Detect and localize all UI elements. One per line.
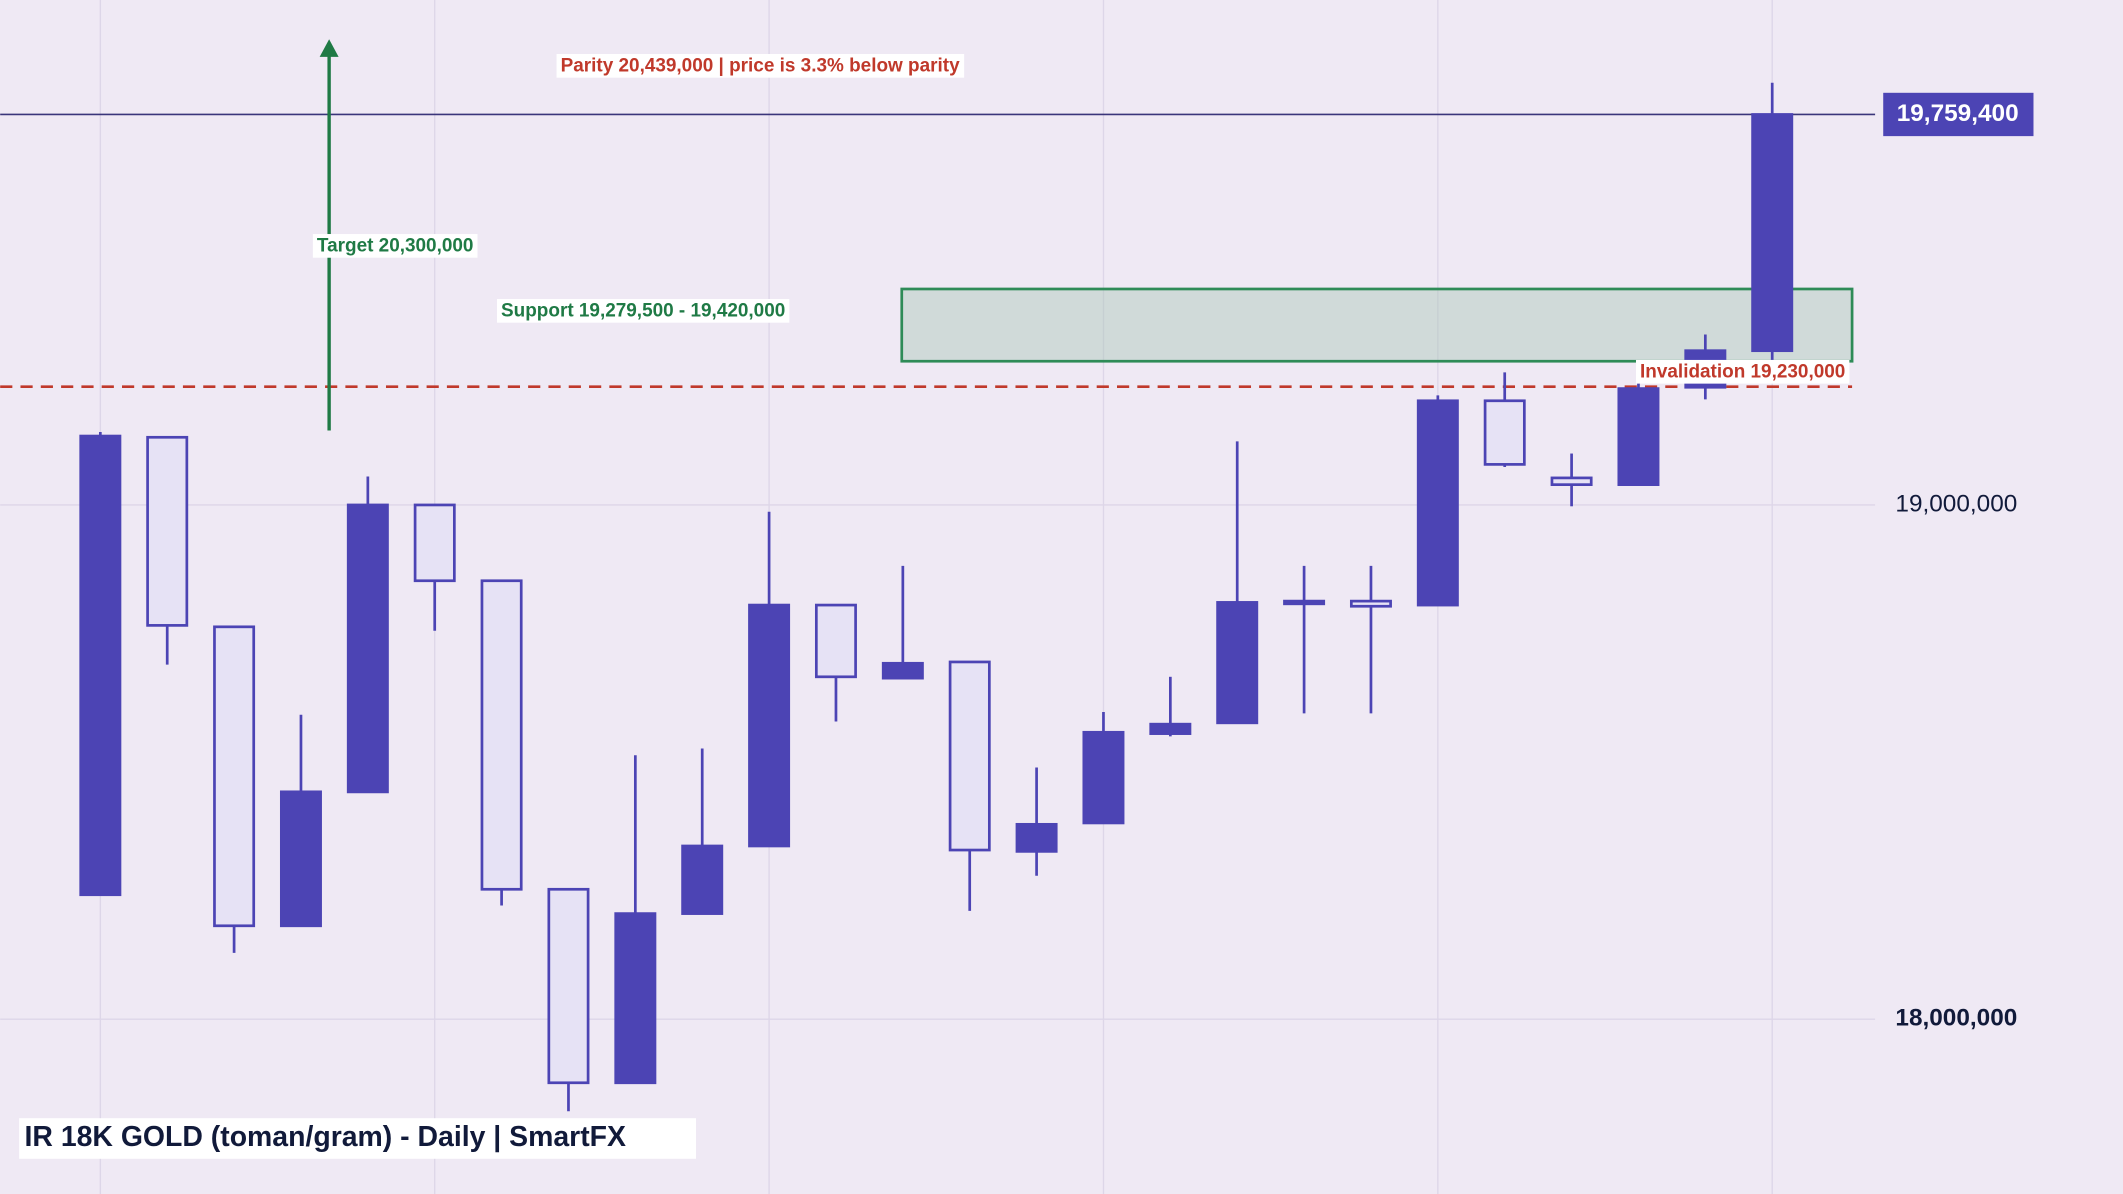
candle-body (413, 503, 456, 583)
candle-body (79, 434, 122, 897)
last-price-label: 19,759,400 (1897, 100, 2019, 127)
candle-body (146, 435, 189, 627)
candle-body (1216, 601, 1259, 725)
candle-body (480, 579, 523, 891)
target-label-bg (312, 234, 478, 258)
candle-body (1149, 722, 1192, 735)
candle-body (1416, 399, 1459, 607)
y-tick-label: 19,000,000 (1895, 490, 2017, 517)
candle-body (1349, 599, 1392, 608)
invalidation-label-bg (1635, 359, 1850, 384)
candle-body (1751, 113, 1794, 353)
candle-body (1483, 399, 1526, 466)
invalidation-label: Invalidation 19,230,000 (1640, 361, 1845, 382)
candle-body (881, 661, 924, 680)
target-arrowhead (319, 39, 339, 57)
candle-body (814, 603, 857, 679)
candle-body (1082, 730, 1125, 825)
candle-body (1617, 387, 1660, 486)
candle-body (213, 625, 256, 928)
title-bg (19, 1118, 696, 1159)
support-zone (900, 287, 1854, 363)
candle-body (547, 887, 590, 1085)
support-label: Support 19,279,500 - 19,420,000 (501, 300, 785, 321)
candle-body (279, 790, 322, 928)
last-price-box (1883, 92, 2034, 137)
candle-body (948, 660, 991, 852)
chart-title: IR 18K GOLD (toman/gram) - Daily | Smart… (25, 1121, 626, 1153)
candle-body (748, 603, 791, 848)
candle-body (1550, 476, 1593, 486)
parity-label-bg (556, 53, 965, 78)
candle-body (1283, 599, 1326, 606)
candle-body (346, 503, 389, 794)
candle-body (681, 844, 724, 915)
target-label: Target 20,300,000 (317, 235, 474, 256)
candle-body (614, 912, 657, 1085)
support-label-bg (496, 299, 790, 323)
candle-body (1015, 822, 1058, 853)
y-tick-label: 18,000,000 (1895, 1005, 2017, 1032)
parity-label: Parity 20,439,000 | price is 3.3% below … (561, 55, 960, 76)
